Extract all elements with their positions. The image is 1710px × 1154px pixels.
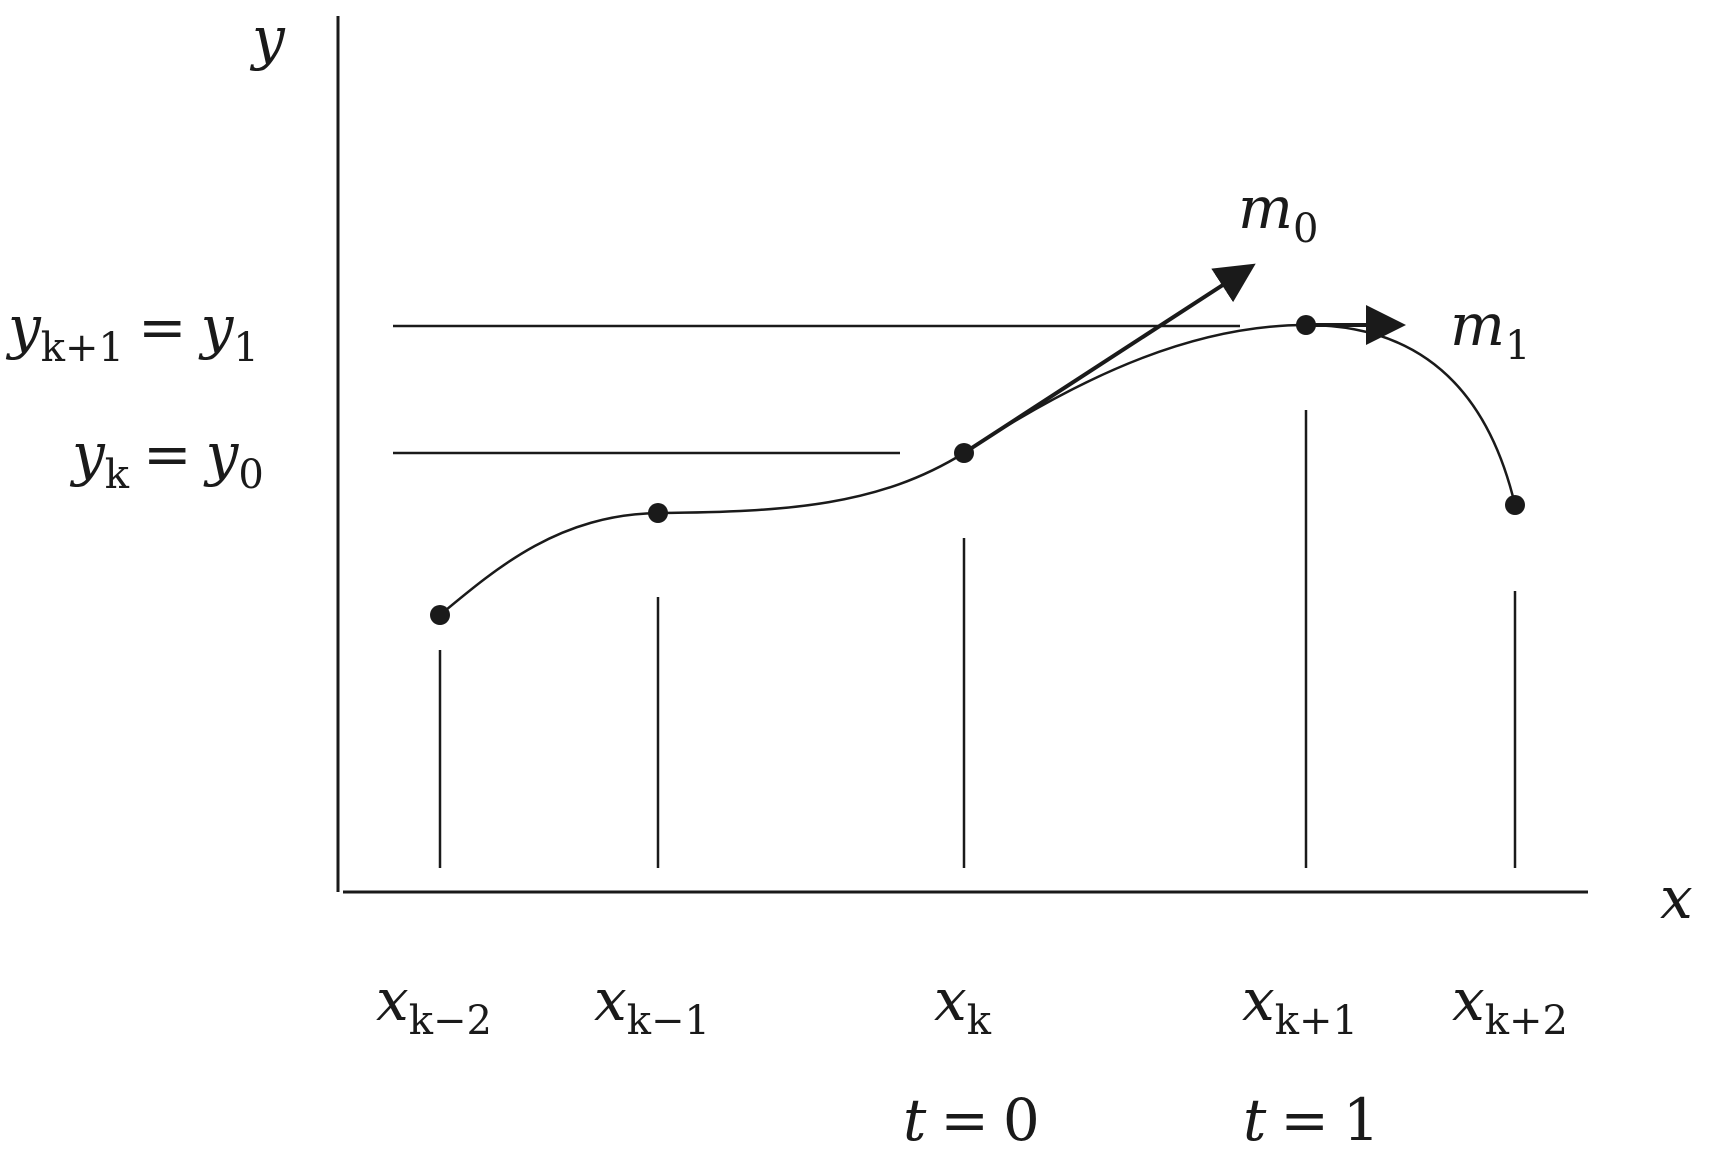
tangent-m0-arrow — [962, 263, 1256, 455]
knot-point-xk-1 — [648, 503, 668, 523]
m0-label: m0 — [1238, 174, 1318, 252]
x-tick-label-k+2: xk+2 — [1452, 966, 1568, 1044]
x-tick-label-k-2: xk−2 — [376, 966, 492, 1044]
knot-point-xk-2 — [430, 605, 450, 625]
x-axis-label: x — [1660, 864, 1693, 932]
x-tick-label-k: xk — [934, 966, 992, 1044]
knot-point-xk — [954, 443, 974, 463]
y0-equation-label: yk = y0 — [69, 420, 264, 498]
y1-equation-label: yk+1 = y1 — [5, 293, 259, 371]
knot-point-xk+2 — [1505, 495, 1525, 515]
t0-label: t = 0 — [903, 1086, 1040, 1149]
x-tick-label-k+1: xk+1 — [1242, 966, 1358, 1044]
m1-label: m1 — [1450, 291, 1530, 369]
knot-point-xk+1 — [1296, 315, 1316, 335]
x-tick-label-k-1: xk−1 — [594, 966, 710, 1044]
y-axis-label: y — [249, 4, 286, 72]
t1-label: t = 1 — [1243, 1086, 1380, 1149]
spline-curve — [439, 323, 1517, 616]
